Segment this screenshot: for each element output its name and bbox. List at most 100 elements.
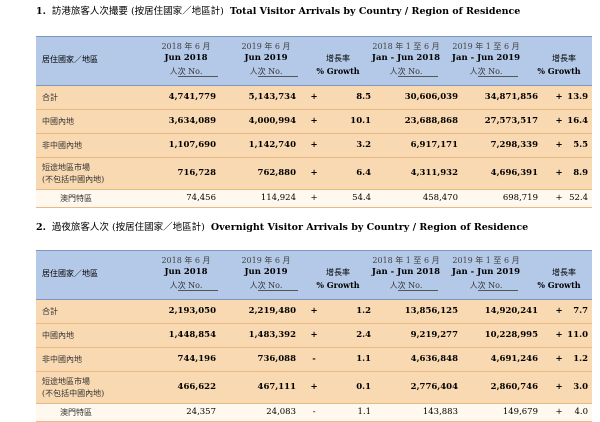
cell-jan-jun2019: 4,696,391: [490, 168, 538, 178]
cell-sign: +: [310, 140, 318, 150]
cell-growth: 1.1: [356, 354, 371, 364]
cell-growth: 13.9: [567, 92, 588, 102]
cell-jun2018: 466,622: [177, 382, 216, 392]
cell-jun2018: 4,741,779: [168, 92, 216, 102]
header-underline: [178, 76, 218, 77]
table-row: 澳門特區 24,357 24,083 - 1.1 143,883 149,679…: [36, 404, 592, 422]
cell-sign: +: [555, 116, 563, 126]
cell-jun2018: 744,196: [177, 354, 216, 364]
header-col1-zh: 2018 年 6 月: [161, 42, 211, 51]
header-growth2-zh: 增長率: [552, 54, 576, 63]
header-col4-zh: 2019 年 1 至 6 月: [452, 256, 520, 265]
unit-en: No.: [268, 281, 283, 290]
section-title-zh: 訪港旅客人次撮要 (按居住國家／地區計): [51, 6, 224, 17]
header-underline: [398, 76, 438, 77]
cell-growth: 10.1: [350, 116, 371, 126]
cell-sign: +: [555, 330, 563, 340]
cell-growth: 5.5: [573, 140, 588, 150]
cell-jun2018: 1,448,854: [168, 330, 216, 340]
cell-growth: 3.0: [573, 382, 588, 392]
cell-jan-jun2018: 4,311,932: [410, 168, 458, 178]
section-title: 2. 過夜旅客人次 (按居住國家／地區計) Overnight Visitor Ar…: [36, 222, 528, 234]
cell-jan-jun2018: 6,917,171: [410, 140, 458, 150]
cell-jan-jun2018: 143,883: [422, 407, 458, 417]
cell-jan-jun2019: 7,298,339: [490, 140, 538, 150]
header-col4-zh: 2019 年 1 至 6 月: [452, 42, 520, 51]
cell-growth: 0.1: [356, 382, 371, 392]
cell-jan-jun2019: 149,679: [502, 407, 538, 417]
cell-jun2019: 114,924: [260, 193, 296, 203]
cell-jan-jun2018: 4,636,848: [410, 354, 458, 364]
header-region: 居住國家／地區: [42, 55, 98, 64]
header-col1-en: Jun 2018: [164, 267, 208, 277]
row-label: 合計: [42, 93, 58, 102]
header-col2-unit: 人次 No.: [226, 66, 306, 77]
unit-zh: 人次: [469, 281, 486, 290]
cell-jun2018: 2,193,050: [168, 306, 216, 316]
row-label: 中國內地: [42, 331, 74, 340]
row-label: 非中國內地: [42, 141, 82, 150]
header-col4-en: Jan - Jun 2019: [451, 267, 521, 277]
header-growth2-zh: 增長率: [552, 268, 576, 277]
section-number: 1.: [36, 6, 46, 17]
header-col4-unit: 人次 No.: [446, 66, 526, 77]
header-col3-zh: 2018 年 1 至 6 月: [372, 256, 440, 265]
row-label-sub: (不包括中國內地): [42, 389, 105, 398]
cell-jan-jun2019: 10,228,995: [484, 330, 538, 340]
header-col2-en: Jun 2019: [244, 53, 288, 63]
row-label-sub: (不包括中國內地): [42, 175, 105, 184]
cell-jun2019: 467,111: [257, 382, 296, 392]
cell-jun2018: 1,107,690: [168, 140, 216, 150]
header-col2-en: Jun 2019: [244, 267, 288, 277]
cell-jun2019: 736,088: [257, 354, 296, 364]
cell-jan-jun2019: 34,871,856: [484, 92, 538, 102]
cell-jan-jun2019: 4,691,246: [490, 354, 538, 364]
row-label: 短途地區市場: [42, 377, 90, 386]
table-header: 居住國家／地區 2018 年 6 月 Jun 2018 人次 No. 2019 …: [36, 250, 592, 300]
header-region: 居住國家／地區: [42, 269, 98, 278]
cell-jan-jun2018: 30,606,039: [404, 92, 458, 102]
cell-jun2018: 3,634,089: [168, 116, 216, 126]
table-row: 非中國內地 1,107,690 1,142,740 + 3.2 6,917,17…: [36, 134, 592, 158]
cell-jun2019: 1,142,740: [248, 140, 296, 150]
section-title-en: Total Visitor Arrivals by Country / Regi…: [229, 6, 521, 17]
row-label: 澳門特區: [60, 408, 92, 417]
cell-jan-jun2018: 9,219,277: [410, 330, 458, 340]
cell-growth: 6.4: [356, 168, 371, 178]
cell-sign: +: [310, 193, 318, 203]
cell-sign: +: [310, 330, 318, 340]
cell-growth: 3.2: [356, 140, 371, 150]
header-growth-zh: 增長率: [326, 268, 350, 277]
unit-zh: 人次: [249, 67, 266, 76]
header-col2-zh: 2019 年 6 月: [241, 256, 291, 265]
header-underline: [178, 290, 218, 291]
row-label: 中國內地: [42, 117, 74, 126]
cell-jun2019: 762,880: [257, 168, 296, 178]
header-growth-zh: 增長率: [326, 54, 350, 63]
table-row: 合計 4,741,779 5,143,734 + 8.5 30,606,039 …: [36, 86, 592, 110]
cell-sign: +: [555, 354, 563, 364]
cell-growth: 54.4: [352, 193, 371, 203]
header-col1-unit: 人次 No.: [146, 66, 226, 77]
section-title: 1. 訪港旅客人次撮要 (按居住國家／地區計) Total Visitor Arri…: [36, 6, 520, 18]
table-row: 中國內地 1,448,854 1,483,392 + 2.4 9,219,277…: [36, 324, 592, 348]
cell-sign: +: [555, 140, 563, 150]
table-row: 短途地區市場 (不包括中國內地) 466,622 467,111 + 0.1 2…: [36, 372, 592, 404]
unit-zh: 人次: [169, 67, 186, 76]
header-col1-unit: 人次 No.: [146, 280, 226, 291]
cell-growth: 8.9: [573, 168, 588, 178]
table-header: 居住國家／地區 2018 年 6 月 Jun 2018 人次 No. 2019 …: [36, 36, 592, 86]
cell-jan-jun2018: 13,856,125: [404, 306, 458, 316]
cell-jan-jun2018: 458,470: [422, 193, 458, 203]
cell-jan-jun2019: 2,860,746: [490, 382, 538, 392]
header-underline: [478, 290, 518, 291]
cell-sign: +: [555, 92, 563, 102]
cell-jan-jun2019: 27,573,517: [484, 116, 538, 126]
header-col1-zh: 2018 年 6 月: [161, 256, 211, 265]
cell-jun2019: 24,083: [266, 407, 296, 417]
cell-sign: +: [310, 382, 318, 392]
cell-sign: +: [310, 92, 318, 102]
unit-en: No.: [188, 67, 203, 76]
header-col3-unit: 人次 No.: [366, 280, 446, 291]
cell-growth: 1.2: [573, 354, 588, 364]
